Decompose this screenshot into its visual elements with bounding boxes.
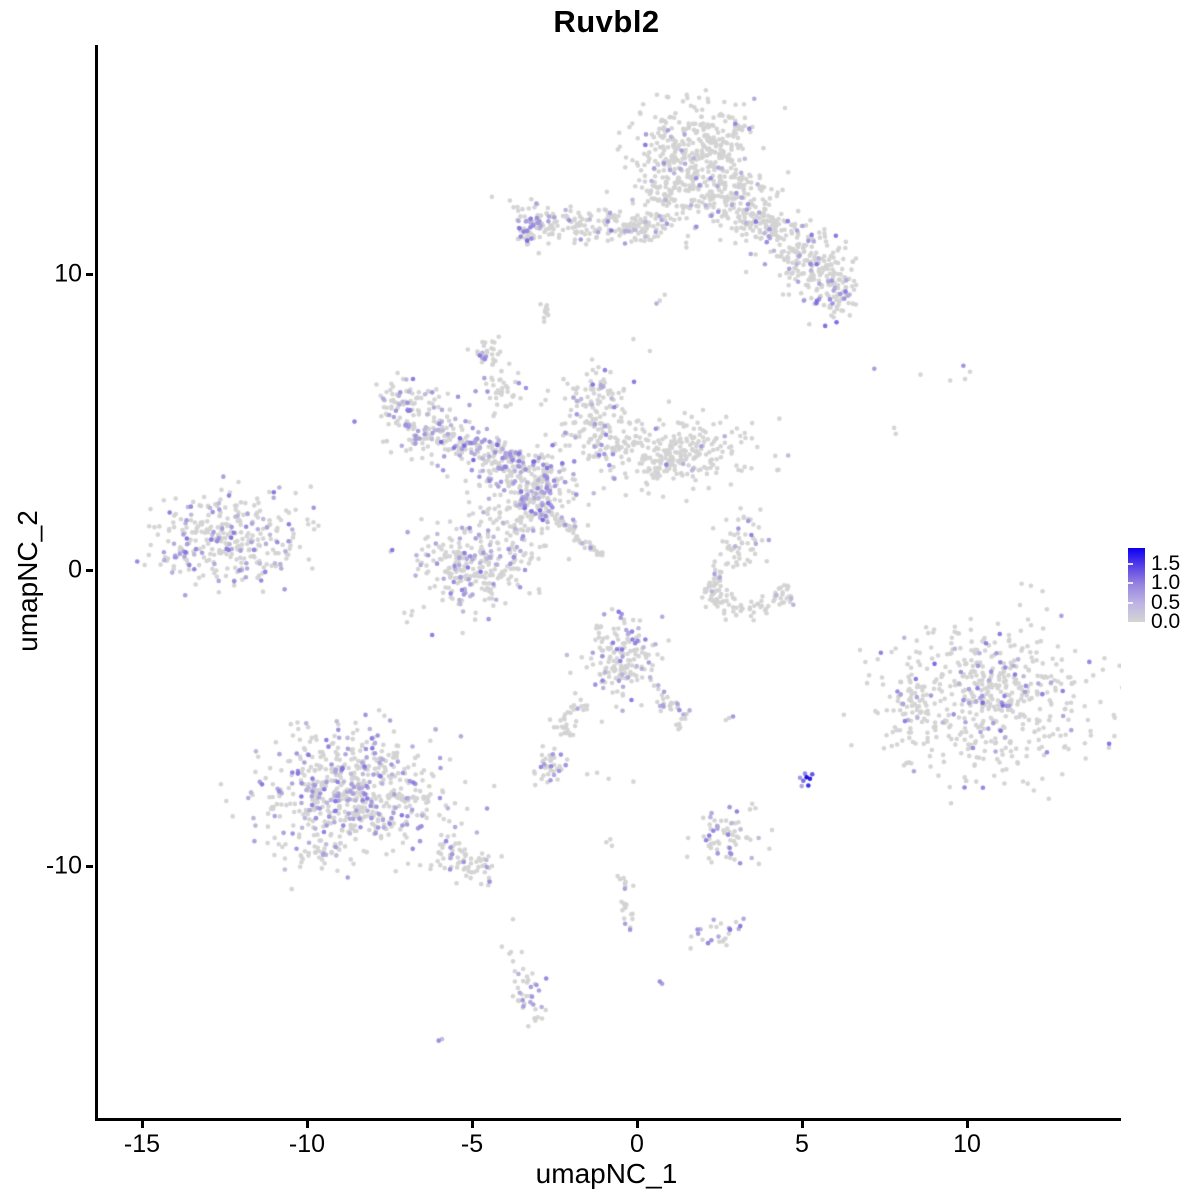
x-tick-mark: [800, 1121, 804, 1128]
x-tick-mark: [470, 1121, 474, 1128]
x-tick-label: 10: [953, 1130, 981, 1158]
x-tick-label: -15: [123, 1130, 161, 1158]
umap-scatter-canvas: [98, 45, 1121, 1118]
y-tick-label: 0: [68, 555, 82, 584]
colorbar-tick-label: 0.0: [1151, 610, 1181, 633]
x-tick-mark: [305, 1121, 309, 1128]
x-tick-label: 0: [630, 1130, 644, 1158]
x-tick-mark: [635, 1121, 639, 1128]
colorbar-tick-mark: [1128, 601, 1133, 604]
x-axis-title: umapNC_1: [535, 1158, 678, 1189]
colorbar-tick-label: 0.5: [1151, 590, 1181, 614]
x-tick-label: -10: [288, 1130, 326, 1158]
colorbar-tick-label: 1.5: [1151, 552, 1181, 576]
colorbar-tick-label: 1.0: [1151, 571, 1181, 595]
y-tick-mark: [86, 272, 93, 276]
x-tick-label: -5: [460, 1130, 484, 1158]
expression-colorbar: [1128, 548, 1145, 622]
plot-title: Ruvbl2: [553, 4, 660, 39]
y-tick-label: -10: [45, 851, 82, 880]
plot-panel: [95, 45, 1121, 1121]
colorbar-tick-mark: [1128, 563, 1133, 566]
y-tick-mark: [86, 568, 93, 572]
y-tick-mark: [86, 864, 93, 868]
x-tick-label: 5: [795, 1130, 809, 1158]
colorbar-tick-mark: [1128, 582, 1133, 585]
y-tick-label: 10: [54, 259, 82, 288]
x-tick-mark: [965, 1121, 969, 1128]
x-tick-mark: [140, 1121, 144, 1128]
y-axis-title: umapNC_2: [12, 510, 43, 652]
